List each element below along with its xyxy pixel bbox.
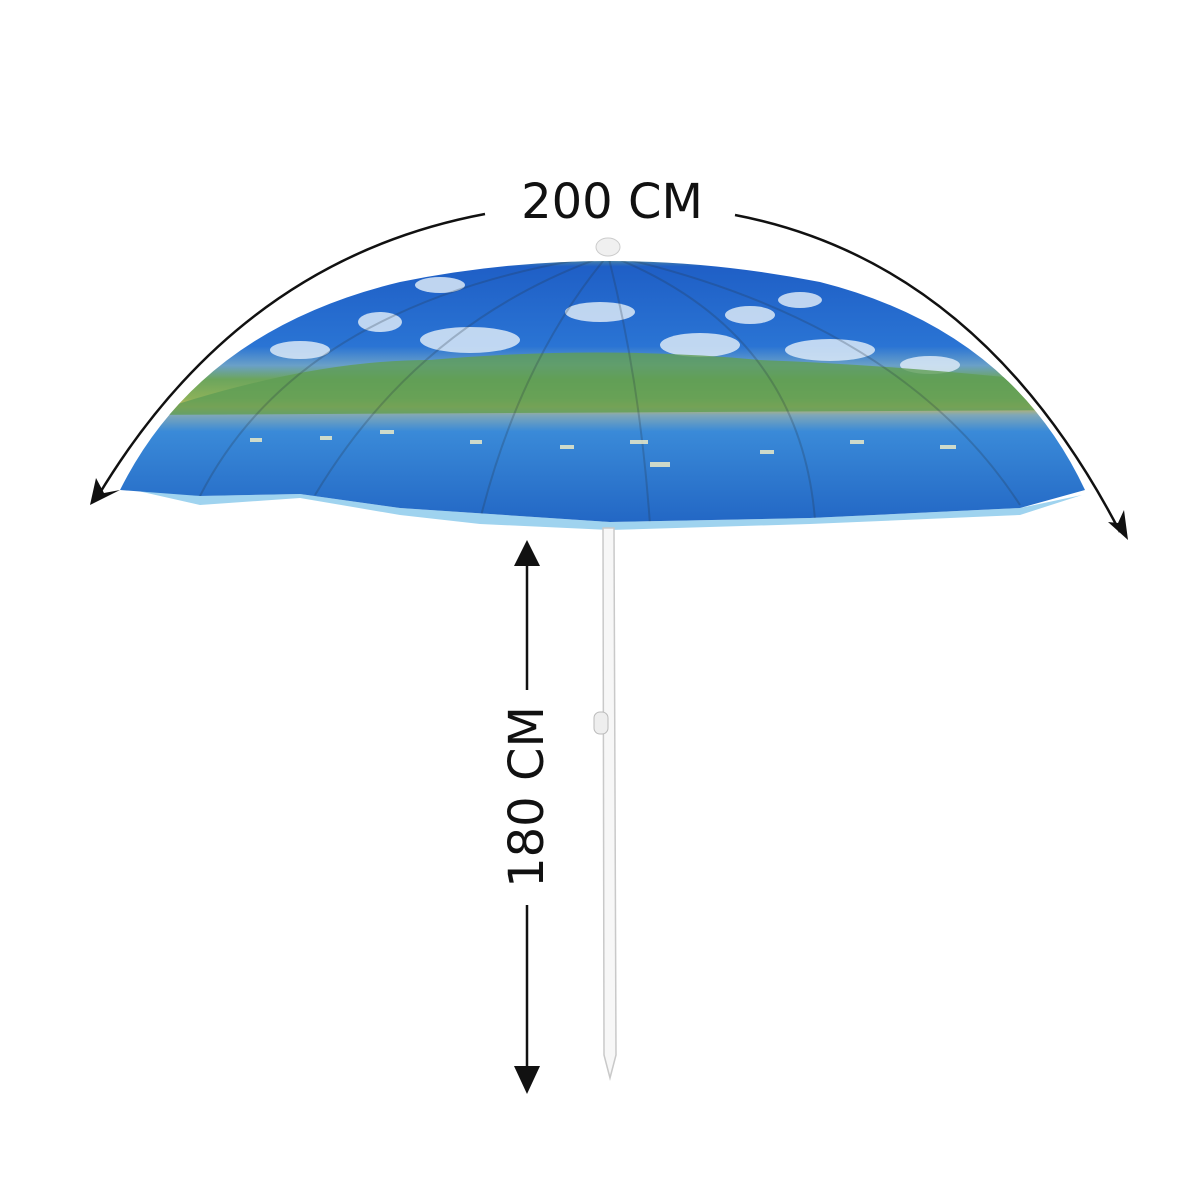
arrowhead [514,1066,540,1094]
pole [602,527,617,1081]
arrowhead [1108,510,1128,540]
width-arrow [96,212,1122,533]
pole-clip [593,711,609,735]
width-label: 200 CM [521,174,703,230]
canopy-underside [125,488,1082,530]
canopy [120,261,1085,522]
arrowhead [514,540,540,566]
arrowhead [90,478,120,505]
finial [595,237,621,257]
height-label: 180 CM [499,706,555,888]
